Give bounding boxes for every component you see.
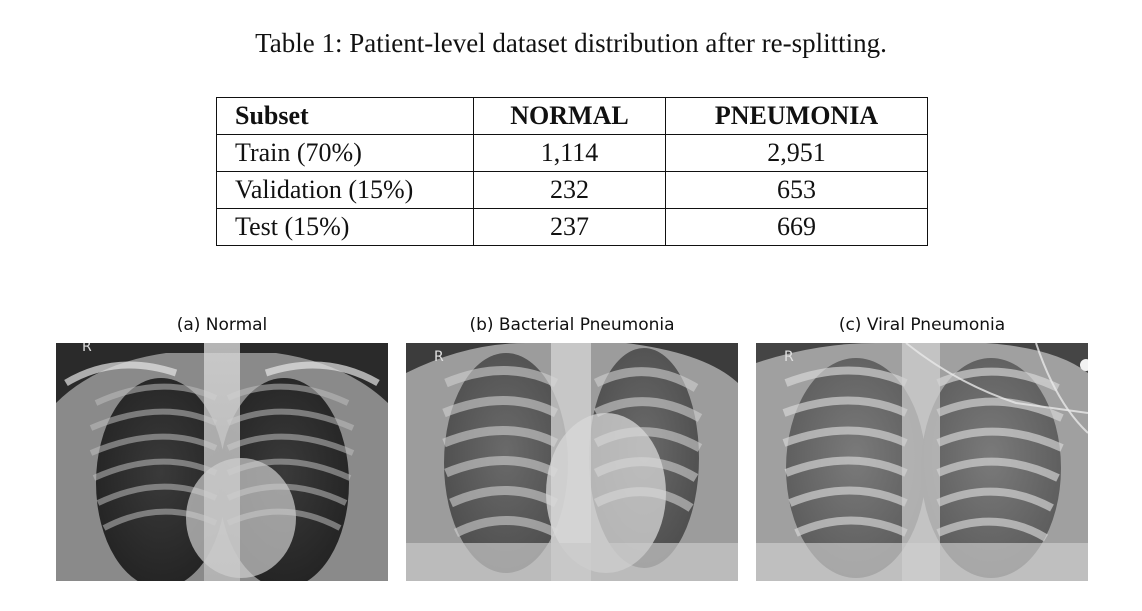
panel-title-normal: (a) Normal (176, 315, 268, 335)
table-row: Validation (15%) 232 653 (216, 171, 928, 209)
table-header-row: Subset NORMAL PNEUMONIA (216, 97, 928, 135)
header-pneumonia: PNEUMONIA (665, 97, 928, 135)
xray-marker-viral: R (784, 349, 794, 365)
xray-marker-bacterial: R (434, 349, 444, 365)
table-row: Train (70%) 1,114 2,951 (216, 134, 928, 172)
xray-image-bacterial: R (406, 343, 738, 581)
row-subset: Test (15%) (216, 208, 474, 246)
distribution-table: Subset NORMAL PNEUMONIA Train (70%) 1,11… (216, 97, 928, 246)
panel-title-viral: (c) Viral Pneumonia (838, 315, 1006, 335)
row-subset: Train (70%) (216, 134, 474, 172)
panel-title-bacterial: (b) Bacterial Pneumonia (469, 315, 675, 335)
row-normal: 232 (473, 171, 666, 209)
xray-image-normal: R (56, 343, 388, 581)
row-normal: 237 (473, 208, 666, 246)
header-subset: Subset (216, 97, 474, 135)
table-caption: Table 1: Patient-level dataset distribut… (255, 28, 887, 58)
row-pneumonia: 669 (665, 208, 928, 246)
row-normal: 1,114 (473, 134, 666, 172)
row-pneumonia: 653 (665, 171, 928, 209)
header-normal: NORMAL (473, 97, 666, 135)
row-pneumonia: 2,951 (665, 134, 928, 172)
xray-marker-normal: R (82, 343, 92, 355)
xray-image-viral: R (756, 343, 1088, 581)
table-row: Test (15%) 237 669 (216, 208, 928, 246)
row-subset: Validation (15%) (216, 171, 474, 209)
